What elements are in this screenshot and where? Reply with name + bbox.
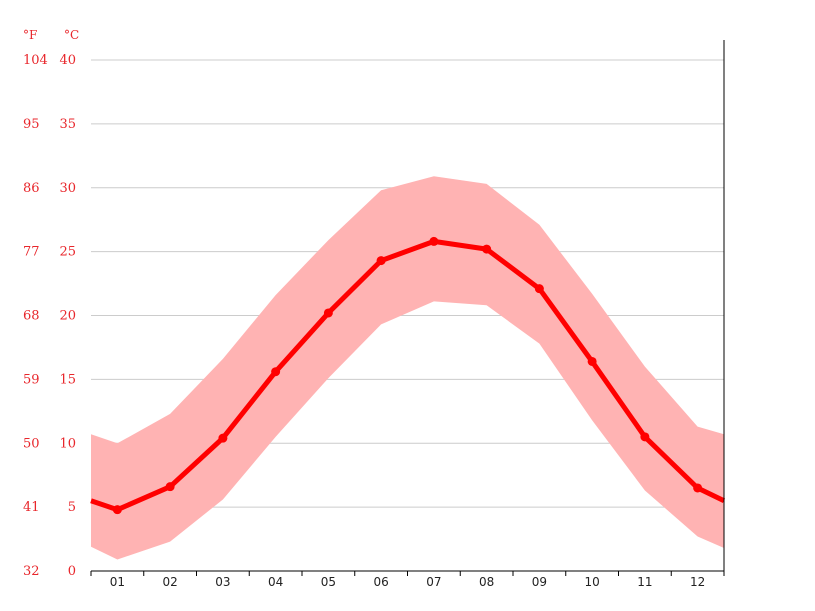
y-tick-fahrenheit: 86	[23, 181, 40, 196]
y-tick-celsius: 20	[59, 309, 76, 324]
y-tick-fahrenheit: 95	[23, 117, 40, 132]
x-tick-label: 07	[426, 575, 441, 589]
y-axis-labels: °F °C 0 32 5 41 10 50 15 59 20 68 25 77 30 86 35 95 40 10…	[23, 28, 79, 579]
x-axis-labels: 01 02 03 04 05 06 07 08 09 10 11 12	[110, 575, 706, 589]
mean-point	[640, 432, 650, 442]
y-tick-celsius: 5	[68, 500, 76, 515]
x-tick-label: 06	[373, 575, 388, 589]
x-tick-label: 12	[690, 575, 705, 589]
x-tick-label: 05	[321, 575, 336, 589]
axes	[90, 40, 725, 576]
y-tick-celsius: 30	[59, 181, 76, 196]
y-tick-fahrenheit: 50	[23, 436, 40, 451]
mean-temperature-line	[90, 236, 726, 515]
temperature-range-band	[91, 176, 724, 560]
y-tick-fahrenheit: 41	[23, 500, 40, 515]
mean-point	[165, 482, 175, 492]
mean-point	[482, 244, 492, 254]
x-tick-label: 08	[479, 575, 494, 589]
mean-point	[429, 236, 439, 246]
mean-point	[587, 356, 597, 366]
y-tick-celsius: 40	[59, 53, 76, 68]
y-tick-fahrenheit: 32	[23, 564, 40, 579]
celsius-unit-label: °C	[64, 28, 79, 42]
x-tick-label: 03	[215, 575, 230, 589]
y-tick-celsius: 15	[59, 372, 76, 387]
y-tick-celsius: 35	[59, 117, 76, 132]
x-tick-label: 04	[268, 575, 283, 589]
mean-line-path	[90, 238, 726, 513]
x-tick-label: 02	[162, 575, 177, 589]
y-tick-celsius: 10	[59, 436, 76, 451]
mean-point	[534, 284, 544, 294]
x-tick-label: 09	[532, 575, 547, 589]
y-tick-celsius: 25	[59, 245, 76, 260]
y-tick-fahrenheit: 68	[23, 309, 40, 324]
y-tick-fahrenheit: 77	[23, 245, 40, 260]
range-band-area	[91, 176, 724, 560]
mean-point	[323, 308, 333, 318]
mean-point	[271, 367, 281, 377]
fahrenheit-unit-label: °F	[23, 28, 37, 42]
x-tick-label: 11	[637, 575, 652, 589]
mean-point	[218, 433, 228, 443]
y-tick-celsius: 0	[68, 564, 76, 579]
mean-point	[112, 505, 122, 515]
mean-point	[376, 256, 386, 266]
x-tick-label: 10	[584, 575, 599, 589]
y-tick-fahrenheit: 104	[23, 53, 48, 68]
y-tick-fahrenheit: 59	[23, 372, 40, 387]
x-tick-label: 01	[110, 575, 125, 589]
mean-point	[693, 483, 703, 493]
